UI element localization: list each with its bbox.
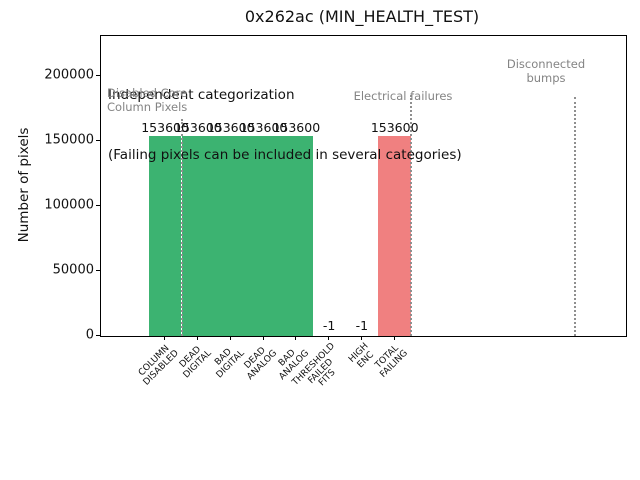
y-tick-mark bbox=[96, 204, 100, 206]
x-tick-mark bbox=[360, 336, 362, 340]
y-tick-label: 50000 bbox=[52, 262, 94, 278]
bar-2 bbox=[214, 136, 248, 336]
section-separator-line bbox=[180, 119, 183, 336]
y-tick-mark bbox=[96, 269, 100, 271]
x-tick-mark bbox=[295, 336, 297, 340]
y-tick-mark bbox=[96, 74, 100, 76]
bar-value-label: 153600 bbox=[206, 120, 255, 135]
x-tick-mark bbox=[262, 336, 264, 340]
bar-value-label: 153600 bbox=[174, 120, 222, 135]
section-separator-line bbox=[574, 97, 577, 336]
x-tick-label: DEAD ANALOG bbox=[242, 345, 279, 382]
annotation-header-line2: (Failing pixels can be included in sever… bbox=[108, 147, 462, 163]
bar-value-label: 153600 bbox=[141, 120, 189, 135]
bar-value-label: 153600 bbox=[239, 120, 288, 135]
bar-1 bbox=[181, 136, 215, 336]
annotation-disabled-core-column-pixels: Disabled Core Column Pixels bbox=[107, 86, 188, 114]
plot-area: Independent categorization (Failing pixe… bbox=[100, 35, 627, 337]
bar-7 bbox=[378, 136, 412, 336]
x-tick-mark bbox=[393, 336, 395, 340]
y-tick-label: 0 bbox=[85, 327, 94, 343]
bar-value-label: -1 bbox=[322, 318, 336, 333]
x-tick-mark bbox=[196, 336, 198, 340]
bar-value-label: 153600 bbox=[272, 120, 321, 135]
y-tick-label: 150000 bbox=[44, 132, 94, 148]
x-tick-mark bbox=[328, 336, 330, 340]
x-tick-mark bbox=[229, 336, 231, 340]
y-tick-label: 100000 bbox=[44, 197, 94, 213]
y-tick-mark bbox=[96, 335, 100, 336]
bar-value-label: 153600 bbox=[370, 120, 419, 135]
x-tick-label: BAD DIGITAL bbox=[212, 346, 246, 380]
x-tick-label: TOTAL FAILING bbox=[373, 343, 410, 380]
annotation-electrical-failures: Electrical failures bbox=[353, 89, 453, 103]
annotation-independent-categorization: Independent categorization (Failing pixe… bbox=[108, 45, 462, 205]
x-tick-mark bbox=[164, 336, 166, 340]
annotation-header-line1: Independent categorization bbox=[108, 87, 295, 103]
chart-title: 0x262ac (MIN_HEALTH_TEST) bbox=[244, 7, 480, 26]
y-tick-mark bbox=[96, 139, 100, 141]
y-axis-label: Number of pixels bbox=[16, 127, 32, 243]
x-tick-label: COLUMN DISABLED bbox=[136, 343, 181, 388]
annotation-disconnected-bumps: Disconnected bumps bbox=[506, 57, 586, 85]
section-separator-line bbox=[410, 95, 413, 336]
bar-value-label: -1 bbox=[355, 318, 369, 333]
bar-0 bbox=[148, 136, 182, 336]
bar-4 bbox=[279, 136, 313, 336]
y-tick-label: 200000 bbox=[44, 67, 94, 83]
x-tick-label: DEAD DIGITAL bbox=[177, 344, 213, 380]
bar-3 bbox=[247, 136, 280, 336]
